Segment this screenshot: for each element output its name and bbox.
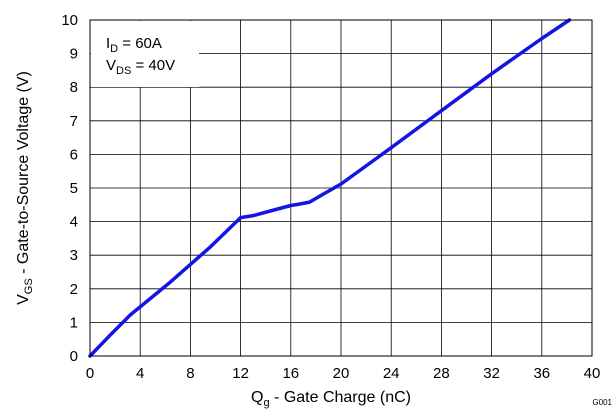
y-tick-label: 0 [70, 348, 78, 365]
plot-frame [89, 19, 593, 357]
grid-lines [90, 20, 592, 356]
x-tick-label: 4 [136, 365, 144, 382]
x-tick-label: 24 [383, 365, 400, 382]
x-tick-label: 16 [282, 365, 299, 382]
y-tick-label: 7 [70, 113, 78, 130]
annotation-line: ID = 60A [106, 35, 162, 55]
y-tick-label: 4 [70, 214, 78, 231]
label-rest: = 60A [118, 35, 162, 52]
x-label-sub: g [263, 397, 269, 409]
y-tick-label: 8 [70, 79, 78, 96]
x-label-main: Q [251, 389, 263, 406]
x-label-rest: - Gate Charge (nC) [270, 389, 411, 406]
x-tick-label: 32 [483, 365, 500, 382]
annotation-background [91, 21, 199, 87]
y-axis-label: VGS - Gate-to-Source Voltage (V) [15, 71, 35, 305]
y-tick-label: 3 [70, 247, 78, 264]
x-tick-label: 0 [86, 365, 94, 382]
annotation-line: VDS = 40V [106, 57, 175, 77]
label-rest: = 40V [131, 57, 175, 74]
y-label-rest: - Gate-to-Source Voltage (V) [15, 71, 32, 278]
y-tick-label: 5 [70, 180, 78, 197]
x-tick-label: 12 [232, 365, 249, 382]
label-subscript: D [110, 43, 118, 55]
y-tick-label: 9 [70, 46, 78, 63]
y-tick-label: 10 [61, 12, 78, 29]
series-layer [88, 18, 572, 358]
x-axis-label: Qg - Gate Charge (nC) [251, 389, 411, 409]
y-label-sub: GS [23, 278, 35, 294]
series-line [88, 18, 572, 358]
y-tick-label: 6 [70, 146, 78, 163]
label-main: I [106, 35, 110, 52]
figure-code: G001 [592, 398, 612, 407]
x-tick-label: 20 [333, 365, 350, 382]
label-subscript: DS [116, 65, 131, 77]
x-tick-label: 28 [433, 365, 450, 382]
label-main: V [106, 57, 116, 74]
y-tick-label: 1 [70, 314, 78, 331]
x-tick-label: 8 [186, 365, 194, 382]
y-tick-label: 2 [70, 281, 78, 298]
y-label-main: V [15, 294, 32, 305]
x-tick-label: 36 [533, 365, 550, 382]
x-tick-label: 40 [584, 365, 601, 382]
